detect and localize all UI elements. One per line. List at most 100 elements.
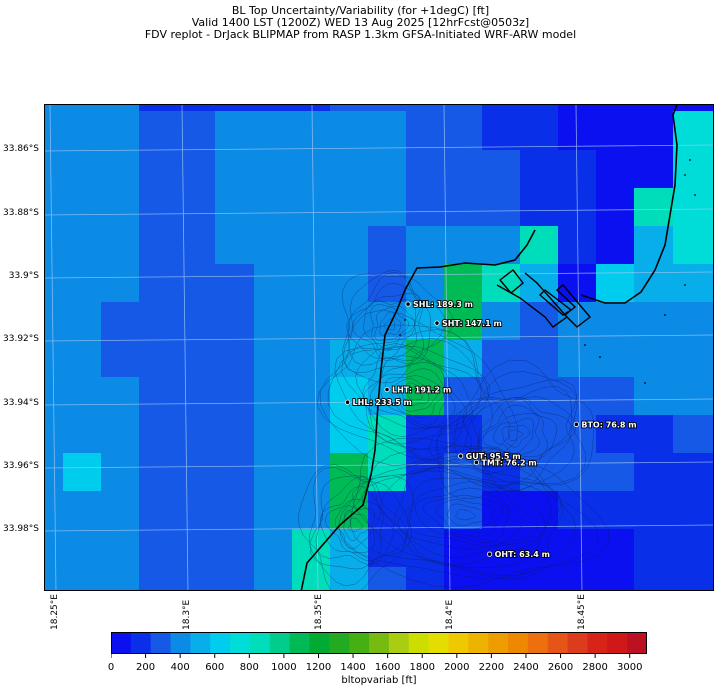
heatmap-cell [330, 226, 368, 264]
heatmap-cell [139, 453, 177, 491]
lat-label: 33.86°S [3, 144, 39, 154]
station-label: TMT: 76.2 m [481, 458, 536, 467]
heatmap-cell [139, 415, 177, 453]
heatmap-cell [45, 529, 63, 567]
heatmap-cell [254, 567, 292, 590]
map-title: BL Top Uncertainty/Variability (for +1de… [0, 5, 721, 41]
heatmap-cell [596, 377, 634, 415]
colorbar-segment [269, 632, 291, 654]
heatmap-cell [101, 188, 139, 226]
heatmap-cell [368, 105, 406, 111]
heatmap-cell [292, 105, 330, 111]
heatmap-cell [177, 491, 215, 529]
station-label: BTO: 76.8 m [581, 420, 636, 429]
heatmap-cell [101, 150, 139, 188]
heatmap-cell [292, 567, 330, 590]
heatmap-cell [45, 105, 63, 111]
lon-label: 18.25°E [50, 594, 60, 630]
heatmap-cell [63, 491, 101, 529]
heatmap-cell [215, 105, 254, 111]
heatmap-cell [520, 491, 558, 529]
colorbar-tick-label: 2800 [582, 662, 608, 673]
heatmap-cell [45, 567, 63, 590]
heatmap-cell [292, 453, 330, 491]
station-marker[interactable] [384, 386, 390, 393]
heatmap-cell [482, 415, 520, 453]
heatmap-cell [330, 567, 368, 590]
heatmap-cell [101, 529, 139, 567]
heatmap-cell [330, 264, 368, 302]
heatmap-cell [406, 150, 444, 188]
heatmap-cell [63, 340, 101, 377]
heatmap-cell [673, 105, 713, 111]
heatmap-cell [596, 491, 634, 529]
heatmap-cell [215, 415, 254, 453]
colorbar-tick-label: 1000 [271, 662, 297, 673]
colorbar-tick-label: 200 [136, 662, 156, 673]
heatmap-cell [254, 529, 292, 567]
heatmap-cell [673, 491, 713, 529]
heatmap-cell [596, 302, 634, 340]
heatmap-cell [673, 188, 713, 226]
heatmap-cell [444, 264, 482, 302]
station-label: SHT: 147.1 m [442, 319, 502, 328]
heatmap-cell [520, 226, 558, 264]
heatmap-cell [368, 264, 406, 302]
colorbar-tick-label: 1400 [340, 662, 366, 673]
heatmap-cell [406, 226, 444, 264]
heatmap-cell [63, 264, 101, 302]
lat-label: 33.98°S [3, 524, 39, 534]
graticule [45, 105, 713, 590]
heatmap-cell [101, 302, 139, 340]
heatmap-cell [673, 453, 713, 491]
heatmap-cell [292, 264, 330, 302]
colorbar: 0 200 400 600 800 1000 1200 1400 1600 1800 2000 220… [108, 632, 647, 686]
heatmap-cell [177, 377, 215, 415]
heatmap-cell [596, 340, 634, 377]
heatmap-cell [673, 111, 713, 150]
colorbar-segment [607, 632, 628, 654]
heatmap-cell [292, 491, 330, 529]
heatmap-cell [177, 340, 215, 377]
heatmap-cell [558, 529, 596, 567]
colorbar-segment [488, 632, 509, 654]
colorbar-segment [567, 632, 588, 654]
heatmap-cell [45, 491, 63, 529]
colorbar-segment [408, 632, 430, 654]
colorbar-segment [508, 632, 529, 654]
heatmap-cell [482, 111, 520, 150]
station-marker[interactable] [458, 453, 464, 459]
heatmap-cell [558, 302, 596, 340]
heatmap-cell [482, 105, 520, 111]
station-marker[interactable] [573, 421, 579, 427]
heatmap-cell [634, 111, 673, 150]
heatmap-cell [558, 567, 596, 590]
heatmap-cell [444, 105, 482, 111]
station-marker[interactable] [434, 320, 440, 326]
station-marker[interactable] [473, 459, 480, 465]
heatmap-cell [215, 453, 254, 491]
heatmap-cell [634, 188, 673, 226]
station-marker[interactable] [486, 551, 493, 557]
colorbar-segment [587, 632, 608, 654]
station-marker[interactable] [344, 399, 351, 405]
heatmap-cell [45, 340, 63, 377]
heatmap-cell [101, 111, 139, 150]
heatmap-cell [406, 415, 444, 453]
station-marker[interactable] [405, 301, 411, 307]
heatmap-cell [45, 226, 63, 264]
heatmap-cell [406, 567, 444, 590]
station-label: LHT: 191.2 m [392, 386, 451, 395]
station-label: SHL: 189.3 m [413, 300, 473, 309]
heatmap-cell [596, 567, 634, 590]
heatmap-cell [254, 188, 292, 226]
heatmap-cell [330, 105, 368, 111]
heatmap-cell [482, 340, 520, 377]
title-line-3: FDV replot - DrJack BLIPMAP from RASP 1.… [144, 28, 577, 41]
heatmap-cell [45, 264, 63, 302]
heatmap-cell [254, 340, 292, 377]
map-panel: SHL: 189.3 m SHT: 147.1 m LHT: 191.2 m LHL:… [44, 104, 714, 591]
heatmap-cell [634, 491, 673, 529]
heatmap-cell [254, 226, 292, 264]
heatmap-cell [482, 226, 520, 264]
